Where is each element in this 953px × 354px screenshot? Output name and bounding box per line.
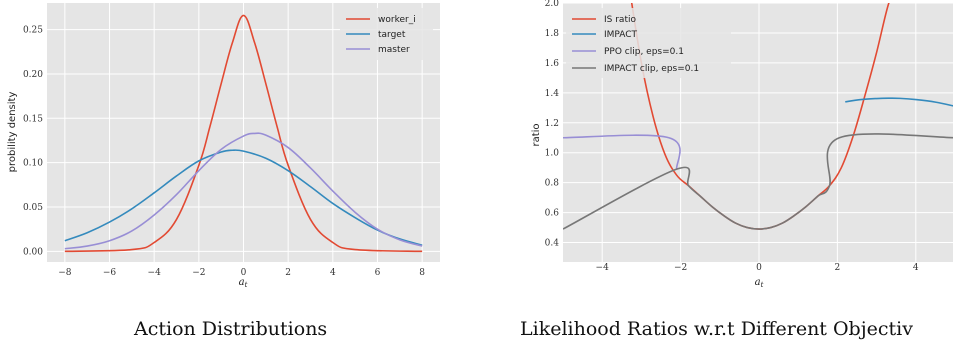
y-axis-label: probility density — [7, 92, 18, 173]
series-lines — [563, 3, 953, 230]
x-axis-label: at — [239, 277, 248, 289]
legend-label-target: target — [378, 30, 406, 40]
x-tick-label: 4 — [330, 268, 336, 278]
clipped-series — [563, 3, 953, 230]
y-tick-label: 1.6 — [545, 59, 560, 69]
series-line-impact-clip-eps-0-1 — [563, 133, 953, 230]
y-tick-labels: 0.00 0.05 0.10 0.15 0.20 0.25 — [23, 26, 43, 258]
x-tick-label: 8 — [419, 268, 425, 278]
y-tick-labels: 0.4 0.6 0.8 1.0 1.2 1.4 1.6 1.8 2.0 — [545, 0, 560, 249]
y-axis-label: ratio — [531, 123, 542, 146]
x-tick-label: −4 — [148, 268, 162, 278]
y-tick-label: 1.0 — [545, 149, 560, 159]
caption-left: Action Distributions — [134, 318, 328, 340]
series-line-worker-i — [64, 14, 423, 253]
x-tick-label: −8 — [58, 268, 72, 278]
caption-right: Likelihood Ratios w.r.t Different Object… — [520, 318, 913, 340]
chart-action-distributions: −8 −6 −4 −2 0 2 4 6 8 0.00 0.05 0.10 0.15 0.20 0.25 a… — [7, 3, 440, 289]
x-tick-label: −2 — [674, 263, 687, 273]
x-tick-label: 4 — [913, 263, 919, 273]
legend-label-master: master — [378, 45, 410, 55]
y-tick-label: 0.05 — [23, 203, 43, 213]
y-tick-label: 1.2 — [545, 119, 559, 129]
legend-label-worker-i: worker_i — [378, 15, 416, 25]
x-tick-label: 2 — [285, 268, 291, 278]
x-tick-labels: −8 −6 −4 −2 0 2 4 6 8 — [58, 268, 425, 278]
x-tick-label: −4 — [596, 263, 610, 273]
y-tick-label: 0.10 — [23, 159, 43, 169]
y-tick-label: 0.20 — [23, 70, 43, 80]
x-tick-label: 0 — [756, 263, 762, 273]
y-tick-label: 0.25 — [23, 26, 43, 36]
series-line-ppo-clip-eps-0-1 — [563, 134, 681, 170]
y-tick-label: 1.4 — [545, 89, 560, 99]
x-tick-labels: −4 −2 0 2 4 — [596, 263, 919, 273]
legend-label-impact-clip: IMPACT clip, eps=0.1 — [604, 64, 699, 74]
y-tick-label: 2.0 — [545, 0, 560, 9]
legend: IS ratio IMPACT PPO clip, eps=0.1 IMPACT… — [566, 8, 731, 78]
x-tick-label: 6 — [375, 268, 381, 278]
legend-label-is-ratio: IS ratio — [604, 15, 636, 25]
x-tick-label: −2 — [192, 268, 205, 278]
series-lines — [64, 14, 423, 253]
x-tick-label: −6 — [103, 268, 117, 278]
x-tick-label: 0 — [241, 268, 247, 278]
legend: worker_i target master — [340, 8, 433, 60]
legend-label-impact: IMPACT — [604, 30, 638, 40]
series-line-target — [64, 149, 423, 246]
series-line-impact — [845, 97, 953, 107]
y-tick-label: 0.6 — [545, 209, 560, 219]
y-tick-label: 0.4 — [545, 239, 560, 249]
y-tick-label: 0.00 — [23, 247, 43, 257]
series-line-master — [64, 132, 423, 250]
legend-label-ppo-clip: PPO clip, eps=0.1 — [604, 47, 684, 57]
y-tick-label: 0.8 — [545, 179, 560, 189]
x-axis-label: at — [755, 277, 764, 289]
x-tick-label: 2 — [835, 263, 841, 273]
chart-likelihood-ratios: −4 −2 0 2 4 0.4 0.6 0.8 1.0 1.2 1.4 1.6 1.8 2.0 at r… — [531, 0, 953, 289]
y-tick-label: 0.15 — [23, 114, 43, 124]
clipped-series — [64, 14, 423, 253]
y-tick-label: 1.8 — [545, 29, 560, 39]
